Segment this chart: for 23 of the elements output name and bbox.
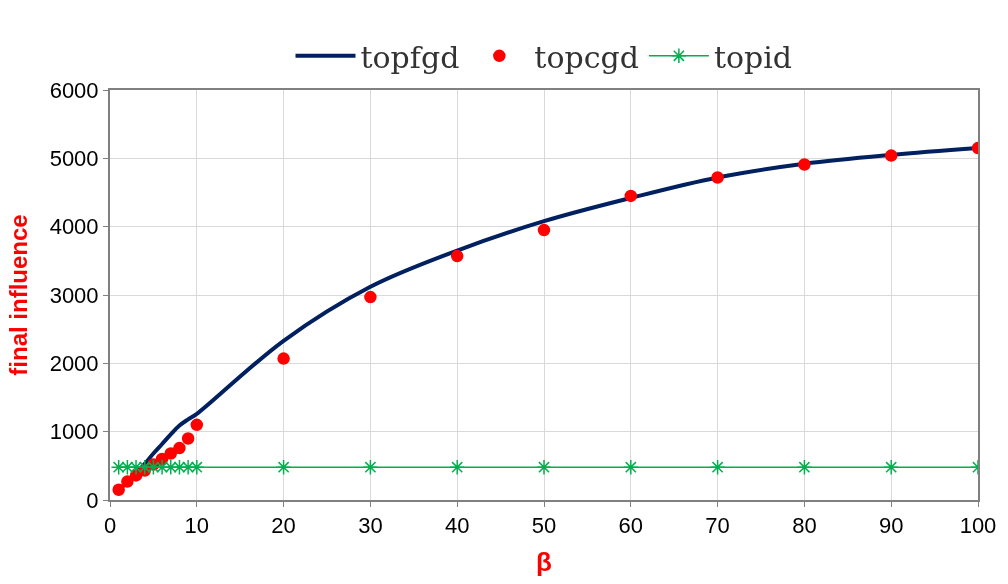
x-tick-label: 0 (103, 513, 117, 539)
y-tick-label: 4000 (49, 214, 99, 240)
y-axis-title: final influence (5, 214, 33, 376)
x-tick-label: 70 (705, 513, 730, 539)
legend-label: topid (713, 39, 792, 75)
legend-label: topcgd (534, 39, 639, 75)
y-tick-label: 3000 (49, 282, 99, 308)
x-tick-label: 100 (959, 513, 997, 539)
x-tick-label: 20 (271, 513, 296, 539)
y-tick-label: 2000 (49, 351, 99, 377)
x-tick-label: 30 (358, 513, 383, 539)
y-tick-label: 5000 (49, 146, 99, 172)
y-tick-label: 0 (86, 487, 99, 513)
x-tick-label: 60 (618, 513, 644, 539)
x-tick-label: 90 (878, 513, 904, 539)
x-tick-label: 50 (531, 513, 557, 539)
legend-label: topfgd (360, 39, 460, 75)
x-axis-title: β (536, 546, 552, 577)
x-tick-label: 80 (792, 513, 817, 539)
y-tick-label: 1000 (49, 419, 99, 445)
y-tick-label: 6000 (49, 77, 99, 103)
x-tick-label: 40 (444, 513, 470, 539)
x-tick-label: 10 (184, 513, 210, 539)
